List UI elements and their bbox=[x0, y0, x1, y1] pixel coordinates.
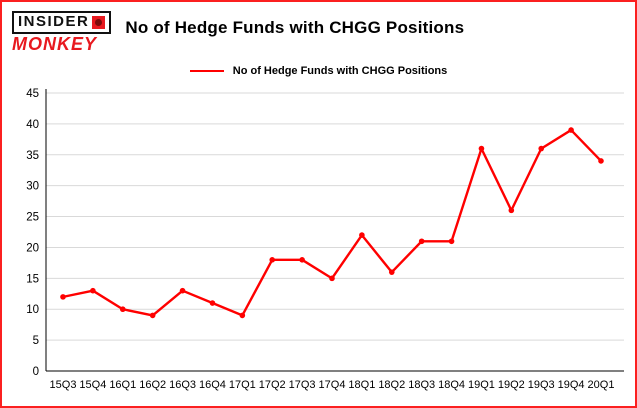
x-tick-label: 17Q1 bbox=[229, 379, 256, 391]
header: INSIDER MONKEY No of Hedge Funds with CH… bbox=[2, 2, 635, 54]
legend-line-swatch bbox=[189, 70, 224, 73]
data-point bbox=[149, 312, 156, 319]
x-tick-label: 20Q1 bbox=[588, 379, 615, 391]
data-point bbox=[478, 145, 485, 152]
logo-insider-text: INSIDER bbox=[18, 13, 90, 30]
chart-area: 0 5 10 15 20 25 30 35 40 45 15Q3 15Q4 16Q1 16Q2 16Q3 16… bbox=[2, 83, 635, 406]
x-tick-label: 17Q4 bbox=[319, 379, 346, 391]
x-tick-label: 19Q3 bbox=[528, 379, 555, 391]
x-tick-label: 16Q4 bbox=[199, 379, 226, 391]
x-tick-label: 15Q4 bbox=[79, 379, 106, 391]
data-point bbox=[418, 238, 425, 245]
data-point bbox=[90, 288, 96, 294]
data-point bbox=[448, 238, 455, 245]
y-tick-label: 20 bbox=[26, 243, 39, 255]
monkey-icon bbox=[92, 15, 106, 29]
y-tick-label: 35 bbox=[26, 150, 39, 162]
insider-monkey-logo: INSIDER MONKEY bbox=[12, 11, 112, 54]
x-tick-label: 18Q3 bbox=[408, 379, 435, 391]
data-point bbox=[209, 300, 216, 307]
y-tick-label: 45 bbox=[26, 88, 39, 100]
data-point bbox=[119, 306, 126, 313]
x-tick-label: 17Q3 bbox=[289, 379, 316, 391]
data-point bbox=[329, 275, 335, 282]
data-point bbox=[299, 257, 305, 263]
y-tick-label: 10 bbox=[26, 304, 39, 316]
logo-insider-box: INSIDER bbox=[12, 11, 112, 34]
x-tick-label: 16Q2 bbox=[139, 379, 166, 391]
x-tick-label: 19Q1 bbox=[468, 379, 495, 391]
x-tick-label: 19Q2 bbox=[498, 379, 525, 391]
x-tick-label: 18Q2 bbox=[378, 379, 405, 391]
page-title: No of Hedge Funds with CHGG Positions bbox=[125, 18, 465, 37]
x-tick-label: 18Q4 bbox=[438, 379, 465, 391]
y-tick-label: 40 bbox=[26, 119, 39, 131]
data-point bbox=[568, 127, 574, 134]
x-tick-label: 18Q1 bbox=[348, 379, 375, 391]
data-point bbox=[179, 288, 186, 294]
data-point bbox=[239, 312, 246, 319]
data-point bbox=[388, 269, 395, 276]
data-point bbox=[598, 158, 604, 164]
x-tick-label: 19Q4 bbox=[558, 379, 585, 391]
data-point bbox=[359, 232, 365, 239]
x-tick-label: 15Q3 bbox=[50, 379, 77, 391]
data-point bbox=[538, 145, 545, 152]
x-tick-label: 16Q3 bbox=[169, 379, 196, 391]
data-point bbox=[508, 207, 515, 214]
hedge-funds-line-chart: 0 5 10 15 20 25 30 35 40 45 15Q3 15Q4 16Q1 16Q2 16Q3 16… bbox=[26, 88, 624, 391]
y-tick-label: 15 bbox=[26, 274, 39, 286]
logo-monkey-text: MONKEY bbox=[12, 33, 98, 54]
data-point bbox=[269, 257, 276, 263]
legend-label: No of Hedge Funds with CHGG Positions bbox=[232, 65, 448, 78]
chart-legend: No of Hedge Funds with CHGG Positions bbox=[2, 65, 635, 77]
series-line bbox=[62, 129, 602, 317]
y-tick-label: 0 bbox=[33, 366, 39, 378]
data-point bbox=[60, 294, 66, 300]
x-tick-label: 16Q1 bbox=[109, 379, 136, 391]
y-tick-label: 25 bbox=[26, 212, 39, 224]
y-tick-label: 30 bbox=[26, 181, 39, 193]
y-tick-label: 5 bbox=[33, 335, 39, 347]
x-tick-label: 17Q2 bbox=[259, 379, 286, 391]
